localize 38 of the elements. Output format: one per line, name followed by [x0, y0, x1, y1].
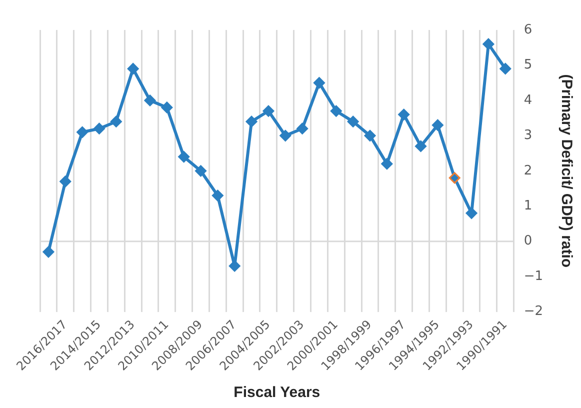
y-tick-label: 4 — [524, 92, 532, 108]
y-axis-title: (Primary Deficit/ GDP) ratio — [558, 74, 575, 268]
point — [178, 151, 190, 163]
point — [93, 122, 105, 134]
point — [110, 116, 122, 128]
y-tick-label: 3 — [524, 128, 532, 144]
y-tick-label: −1 — [524, 268, 544, 284]
point — [127, 62, 139, 74]
point — [76, 126, 88, 138]
point — [432, 119, 444, 131]
point — [313, 77, 325, 89]
point — [246, 116, 258, 128]
point — [195, 165, 207, 177]
point — [347, 116, 359, 128]
y-tick-label: −2 — [524, 304, 544, 320]
point — [448, 172, 460, 184]
point — [280, 130, 292, 142]
point — [228, 260, 240, 272]
x-axis-title: Fiscal Years — [234, 384, 320, 402]
y-tick-label: 0 — [524, 234, 532, 249]
point — [381, 158, 393, 170]
y-tick-label: 5 — [524, 58, 532, 73]
point — [482, 38, 494, 50]
y-tick-label: 2 — [524, 163, 532, 178]
y-tick-label: 1 — [524, 198, 532, 214]
point — [398, 108, 410, 120]
point — [144, 94, 156, 106]
point — [330, 105, 342, 117]
point — [296, 122, 308, 134]
point — [415, 140, 427, 152]
y-tick-label: 6 — [524, 22, 532, 38]
point — [262, 105, 274, 117]
point — [42, 246, 54, 258]
point — [500, 62, 512, 74]
point — [161, 102, 173, 114]
point — [60, 176, 72, 188]
point — [364, 130, 376, 142]
point — [212, 190, 224, 202]
